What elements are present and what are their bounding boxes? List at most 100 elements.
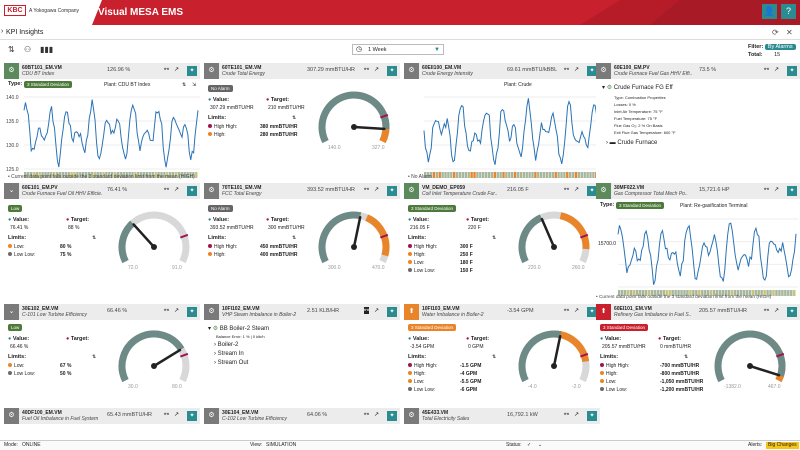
kpi-tile[interactable]: ⌄ 60E101_EM.PV Crude Furnace Fuel Oil HHV … xyxy=(4,183,200,300)
refresh-icon[interactable]: ⟳ xyxy=(772,28,779,37)
pin-icon[interactable]: ✦ xyxy=(187,186,197,196)
user-button[interactable]: 👤 xyxy=(762,4,777,19)
pin-icon[interactable]: ✦ xyxy=(387,186,397,196)
gauge-value-arc xyxy=(118,220,136,264)
tile-description: C-101 Low Turbine Efficiency xyxy=(22,312,87,318)
chevron-down-icon[interactable]: ⌄ xyxy=(538,442,543,448)
timeline-segment xyxy=(496,172,499,178)
alerts-badge[interactable]: Big Changes xyxy=(766,442,799,449)
tree-item[interactable]: › Boiler-2 xyxy=(214,342,239,348)
bar-chart-icon[interactable]: ▮▮▮ xyxy=(40,45,54,54)
tree-child[interactable]: › ▬ Crude Furnace xyxy=(606,140,658,146)
sort-icon[interactable]: ⇅ xyxy=(292,115,297,121)
kpi-tile[interactable]: ⚙ 30MF022.VM Gas Compressor Total Mech Po.… xyxy=(596,183,800,300)
sort-icon[interactable]: ⇅ xyxy=(92,235,97,241)
pin-icon[interactable]: ✦ xyxy=(787,66,797,76)
trend-icon[interactable]: ↗ xyxy=(174,412,180,418)
kpi-tile[interactable]: ⚙ 60TE101_EM.VM Crude Total Energy 307.29 m… xyxy=(204,63,400,180)
trend-icon[interactable]: ↗ xyxy=(774,67,780,73)
expand-all-icon[interactable]: ⇅ xyxy=(8,45,15,54)
link-icon[interactable]: ⚯ xyxy=(564,67,570,73)
link-icon[interactable]: ⚯ xyxy=(364,67,370,73)
trend-icon[interactable]: ↗ xyxy=(374,67,380,73)
pin-icon[interactable]: ✦ xyxy=(787,186,797,196)
tile-current-value: 307.29 mmBTU/HR xyxy=(307,67,355,73)
sort-icon[interactable]: ⇅ xyxy=(492,235,497,241)
pin-icon[interactable]: ✦ xyxy=(587,307,597,317)
link-icon[interactable]: ⚯ xyxy=(364,187,370,193)
trend-icon[interactable]: ↗ xyxy=(174,187,180,193)
trend-icon[interactable]: ↗ xyxy=(374,187,380,193)
trend-icon[interactable]: ↗ xyxy=(374,412,380,418)
timeline-segment xyxy=(647,290,651,296)
link-icon[interactable]: ⚯ xyxy=(364,307,370,314)
link-icon[interactable]: ⚯ xyxy=(164,308,170,314)
trend-icon[interactable]: ↗ xyxy=(574,67,580,73)
pin-icon[interactable]: ✦ xyxy=(387,307,397,317)
tree-root[interactable]: ▾ ⚙ Crude Furnace FG Eff xyxy=(602,85,673,91)
kpi-tile[interactable]: ⚙ 60EII100_EM.VM Crude Energy Intensity 69.… xyxy=(404,63,600,180)
timeline-segment xyxy=(499,172,502,178)
close-icon[interactable]: ✕ xyxy=(786,28,793,37)
kpi-tile[interactable]: ⚙ 10FI102_EM.VM VHP Steam Imbalance in Boi… xyxy=(204,304,400,408)
timeline-segment xyxy=(177,172,181,178)
pin-icon[interactable]: ✦ xyxy=(587,186,597,196)
trend-icon[interactable]: ↗ xyxy=(374,308,380,314)
sort-icon[interactable]: ⇅ xyxy=(492,354,497,360)
pin-icon[interactable]: ✦ xyxy=(787,307,797,317)
trend-icon[interactable]: ↗ xyxy=(574,308,580,314)
trend-icon[interactable]: ↗ xyxy=(574,412,580,418)
kpi-tile[interactable]: ⚙ 40DF100_EM.VM Fuel Oil Imbalance in Fuel… xyxy=(4,408,200,440)
link-icon[interactable]: ⚯ xyxy=(764,308,770,314)
sort-icon[interactable]: ⇅ xyxy=(292,235,297,241)
tile-current-value: 216.05 F xyxy=(507,187,529,193)
sort-icon[interactable]: ⇅ xyxy=(92,354,97,360)
value-number: 216.05 F xyxy=(410,225,430,231)
trend-icon[interactable]: ↗ xyxy=(774,187,780,193)
export-icon[interactable]: ⇲ xyxy=(192,82,197,88)
kpi-tile[interactable]: ⌄ 30E102_EM.VM C-101 Low Turbine Efficienc… xyxy=(4,304,200,408)
kpi-tile[interactable]: ⚙ 70TE101_EM.VM FCC Total Energy 393.52 mmB… xyxy=(204,183,400,300)
pin-icon[interactable]: ✦ xyxy=(187,307,197,317)
tree-root[interactable]: ▾ ⚙ BB Boiler-2 Steam xyxy=(208,326,270,332)
trend-icon[interactable]: ↗ xyxy=(174,67,180,73)
kpi-tile[interactable]: ⬆ 10FI103_EM.VM Water Imbalance in Boiler-… xyxy=(404,304,600,408)
collapse-icon[interactable]: › xyxy=(1,28,4,35)
sort-icon[interactable]: ⇅ xyxy=(182,82,187,88)
pin-icon[interactable]: ✦ xyxy=(187,411,197,421)
binoculars-icon[interactable]: ⚇ xyxy=(24,45,32,54)
limit-row: High High: xyxy=(208,124,237,130)
filter-badge[interactable]: By Alarms xyxy=(764,44,796,50)
link-icon[interactable]: ⚯ xyxy=(764,67,770,73)
link-icon[interactable]: ⚯ xyxy=(164,187,170,193)
kpi-tile[interactable]: ⚙ 60BT101_EM.VM CDU BT Index 126.96 % ⚯ ↗ ✦ Typ… xyxy=(4,63,200,180)
pin-icon[interactable]: ✦ xyxy=(587,66,597,76)
pin-icon[interactable]: ✦ xyxy=(187,66,197,76)
link-icon[interactable]: ⚯ xyxy=(564,308,570,314)
link-icon[interactable]: ⚯ xyxy=(564,412,570,418)
kpi-tile[interactable]: ⬆ 60EI101_EM.VM Refinery Gas Imbalance in … xyxy=(596,304,800,408)
kpi-tile[interactable]: ⚙ 30E104_EM.VM C-102 Low Turbine Efficienc… xyxy=(204,408,400,440)
link-icon[interactable]: ⚯ xyxy=(764,187,770,193)
link-icon[interactable]: ⚯ xyxy=(164,67,170,73)
tree-item[interactable]: › Stream Out xyxy=(214,360,249,366)
gauge-min-label: -4.0 xyxy=(528,384,537,390)
link-icon[interactable]: ⚯ xyxy=(564,187,570,193)
pin-icon[interactable]: ✦ xyxy=(587,411,597,421)
help-button[interactable]: ? xyxy=(781,4,796,19)
clock-icon: ◷ xyxy=(356,46,363,53)
kpi-tile[interactable]: ⚙ 45E433.VM Total Electricity Sales 16,792.… xyxy=(404,408,600,440)
link-icon[interactable]: ⚯ xyxy=(164,412,170,418)
kpi-tile[interactable]: ⚙ 60E100_EM.PV Crude Furnace Fuel Gas HHV … xyxy=(596,63,800,180)
pin-icon[interactable]: ✦ xyxy=(387,66,397,76)
trend-icon[interactable]: ↗ xyxy=(174,308,180,314)
kpi-tile[interactable]: ⚙ VM_DEMO_EP059 Coil Inlet Temperature Cru… xyxy=(404,183,600,300)
period-select[interactable]: ◷ 1 Week ▼ xyxy=(352,44,444,55)
sort-icon[interactable]: ⇅ xyxy=(684,354,689,360)
trend-icon[interactable]: ↗ xyxy=(574,187,580,193)
link-icon[interactable]: ⚯ xyxy=(364,412,370,418)
pin-icon[interactable]: ✦ xyxy=(387,411,397,421)
timeline-segment xyxy=(589,172,592,178)
trend-icon[interactable]: ↗ xyxy=(774,308,780,314)
tree-item[interactable]: › Stream In xyxy=(214,351,244,357)
